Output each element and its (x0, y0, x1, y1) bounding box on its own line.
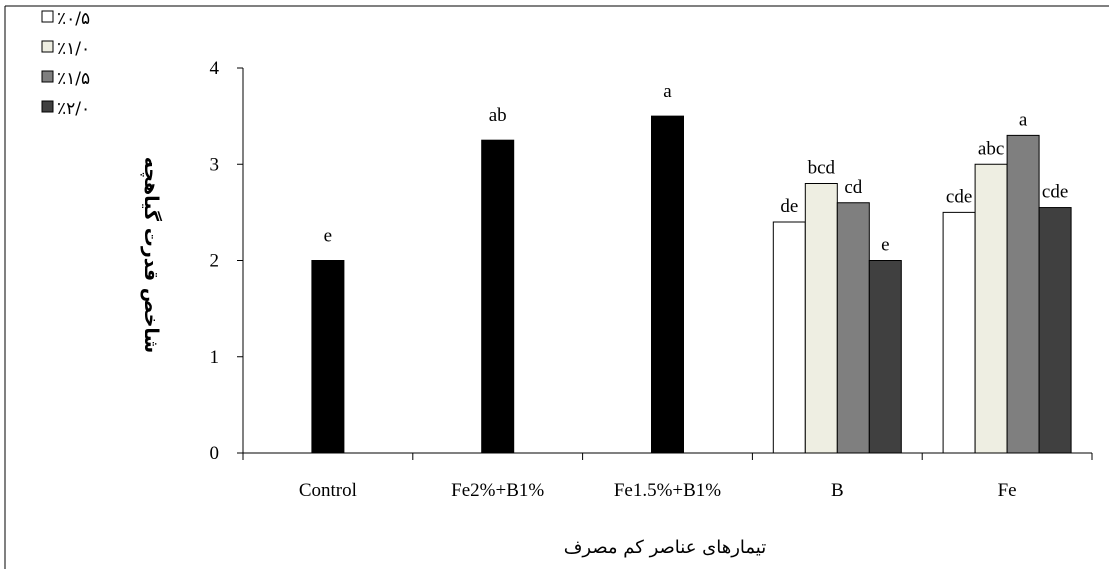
data-label: cd (844, 177, 862, 198)
bar (1006, 134, 1040, 454)
data-label: de (780, 196, 798, 217)
legend-swatch (41, 40, 54, 53)
data-label: a (1019, 109, 1028, 130)
bar (804, 183, 838, 454)
x-tick-label: B (831, 480, 844, 501)
legend-swatch (41, 100, 54, 113)
data-label: abc (978, 138, 1004, 159)
bar (868, 260, 902, 454)
bar (974, 163, 1008, 454)
legend-label: ٪۱/۰ (57, 39, 90, 59)
data-label: cde (1042, 182, 1068, 203)
bar (651, 115, 684, 454)
x-tick-label: Control (299, 480, 357, 501)
legend-label: ٪۱/۵ (57, 69, 90, 89)
y-axis-title: شاخص قدرت گیاهچه (140, 157, 163, 353)
bar (772, 221, 806, 454)
y-tick-label: 4 (210, 58, 220, 79)
bar (311, 260, 345, 454)
legend-swatch (41, 70, 54, 83)
data-label: e (881, 235, 889, 256)
y-tick-label: 1 (210, 347, 220, 368)
x-axis: Control Fe2%+B1% Fe1.5%+B1% B Fe (242, 452, 1093, 501)
legend: ٪۰/۵ ٪۱/۰ ٪۱/۵ ٪۲/۰ (41, 9, 90, 119)
y-tick-label: 3 (210, 154, 220, 175)
data-label: bcd (808, 158, 836, 179)
x-tick-label: Fe1.5%+B1% (614, 480, 721, 501)
data-label: a (663, 81, 672, 102)
x-tick-label: Fe2%+B1% (451, 480, 544, 501)
bar (481, 139, 515, 454)
legend-label: ٪۰/۵ (57, 9, 90, 29)
y-tick-label: 0 (210, 443, 220, 464)
bar (836, 202, 870, 454)
x-axis-title: تیمارهای عناصر کم مصرف (564, 537, 767, 558)
y-tick-label: 2 (210, 251, 220, 272)
data-label: cde (946, 186, 972, 207)
bar (1038, 207, 1072, 454)
x-tick-label: Fe (998, 480, 1017, 501)
bar (942, 211, 976, 454)
legend-swatch (41, 10, 54, 23)
data-label: ab (489, 105, 507, 126)
data-label: e (324, 226, 332, 247)
y-axis: 0 1 2 3 4 (210, 58, 244, 464)
legend-label: ٪۲/۰ (57, 99, 90, 119)
